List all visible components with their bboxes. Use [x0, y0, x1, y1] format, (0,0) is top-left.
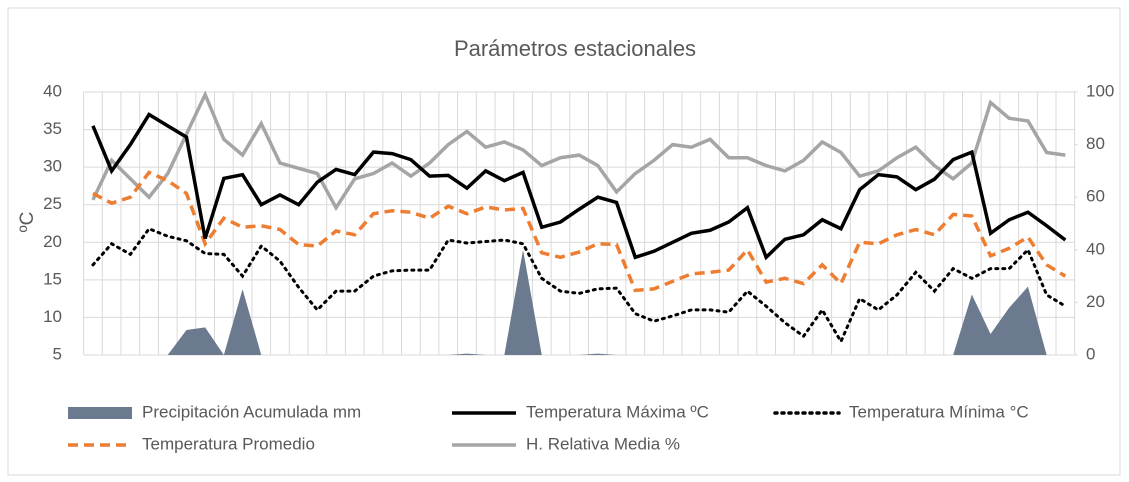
legend-label: Temperatura Máxima ºC [526, 402, 709, 421]
line [91, 112, 1067, 261]
y-axis-label: ºC [17, 212, 38, 233]
y2-tick-label: 20 [1086, 292, 1105, 311]
legend-label: Temperatura Promedio [142, 434, 315, 453]
y-tick-label: 40 [43, 81, 62, 100]
y-tick-label: 10 [43, 307, 62, 326]
y2-tick-label: 0 [1086, 344, 1095, 363]
legend-label: Temperatura Mínima °C [849, 402, 1029, 421]
y-tick-label: 35 [43, 119, 62, 138]
y-tick-label: 25 [43, 194, 62, 213]
legend-swatch [68, 407, 132, 419]
y2-tick-label: 100 [1086, 81, 1114, 100]
y-tick-label: 30 [43, 157, 62, 176]
legend-label: Precipitación Acumulada mm [142, 402, 361, 421]
line [91, 226, 1067, 345]
y-tick-label: 15 [43, 269, 62, 288]
y2-tick-label: 80 [1086, 134, 1105, 153]
chart-border [7, 7, 1121, 476]
line [92, 170, 1067, 293]
y2-tick-label: 40 [1086, 239, 1105, 258]
chart-title: Parámetros estacionales [454, 36, 696, 61]
legend-label: H. Relativa Media % [526, 434, 680, 453]
y-tick-label: 20 [43, 232, 62, 251]
y2-tick-label: 60 [1086, 187, 1105, 206]
y-tick-label: 5 [53, 344, 62, 363]
line [91, 90, 1066, 212]
area [92, 249, 1066, 355]
